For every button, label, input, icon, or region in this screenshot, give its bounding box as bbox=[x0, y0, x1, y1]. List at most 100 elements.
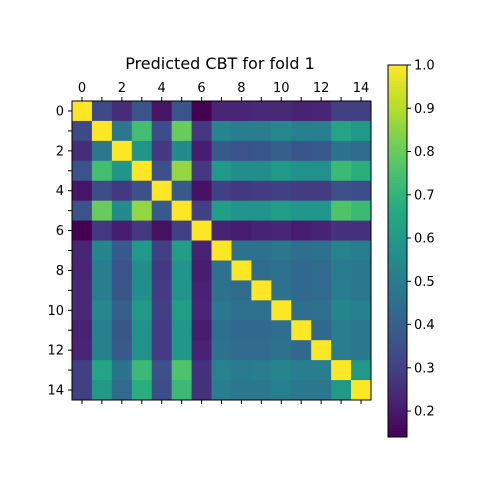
heatmap-cell bbox=[151, 160, 173, 182]
heatmap-cell bbox=[231, 120, 252, 142]
heatmap-cell bbox=[211, 200, 232, 221]
colorbar-segment bbox=[388, 322, 407, 326]
colorbar-segment bbox=[388, 185, 407, 190]
heatmap-cell bbox=[171, 200, 192, 221]
colorbar-segment bbox=[388, 244, 407, 249]
heatmap-cell bbox=[351, 160, 372, 182]
heatmap-cell bbox=[331, 240, 352, 261]
colorbar-segment bbox=[388, 275, 407, 280]
colorbar-segment bbox=[388, 223, 407, 227]
colorbar-segment bbox=[388, 251, 407, 255]
heatmap-cell bbox=[251, 120, 272, 142]
heatmap-cell bbox=[131, 240, 153, 261]
colorbar-segment bbox=[388, 278, 407, 283]
colorbar-segment bbox=[388, 120, 407, 125]
heatmap-cell bbox=[291, 200, 312, 221]
colorbar-segment bbox=[388, 145, 407, 150]
colorbar-segment bbox=[388, 80, 407, 85]
heatmap-cell bbox=[271, 200, 292, 221]
colorbar-segment bbox=[388, 83, 407, 88]
heatmap-cell bbox=[111, 220, 133, 241]
heatmap-cell bbox=[171, 180, 192, 202]
heatmap-cell bbox=[91, 101, 113, 122]
colorbar-segment bbox=[388, 123, 407, 128]
colorbar-segment bbox=[388, 334, 407, 339]
colorbar-segment bbox=[388, 117, 407, 122]
x-axis-top-ticks: 0 2 4 6 8 10 12 14 bbox=[78, 81, 369, 101]
heatmap-cell bbox=[171, 120, 192, 142]
heatmap-cell bbox=[151, 101, 173, 122]
heatmap-cell bbox=[331, 180, 352, 202]
heatmap-cell bbox=[72, 180, 93, 202]
colorbar-segment bbox=[388, 402, 407, 407]
heatmap-cell bbox=[111, 180, 133, 202]
heatmap-cell bbox=[151, 240, 173, 261]
colorbar-segment bbox=[388, 269, 407, 274]
colorbar-tick-label: 0.4 bbox=[414, 318, 435, 333]
chart-title: Predicted CBT for fold 1 bbox=[125, 54, 315, 73]
heatmap-cell bbox=[191, 180, 212, 202]
heatmap-cell bbox=[72, 300, 93, 321]
heatmap-cell bbox=[72, 360, 93, 381]
colorbar-segment bbox=[388, 257, 407, 261]
heatmap-cell bbox=[211, 300, 232, 321]
heatmap-cell bbox=[251, 101, 272, 122]
heatmap-cell bbox=[131, 120, 153, 142]
heatmap-cell bbox=[131, 160, 153, 182]
colorbar-segment bbox=[388, 384, 407, 388]
x-tick-label: 6 bbox=[197, 81, 205, 96]
heatmap-cell bbox=[91, 360, 113, 381]
colorbar-segment bbox=[388, 430, 407, 435]
x-tick-label: 8 bbox=[237, 81, 245, 96]
heatmap-cell bbox=[211, 180, 232, 202]
heatmap-cell bbox=[251, 280, 272, 301]
heatmap-cell bbox=[331, 360, 352, 381]
heatmap-cell bbox=[351, 120, 372, 142]
colorbar-segment bbox=[388, 167, 407, 171]
heatmap-cell bbox=[311, 220, 332, 241]
heatmap-cells bbox=[72, 101, 372, 401]
heatmap-cell bbox=[211, 280, 232, 301]
colorbar-segment bbox=[388, 347, 407, 351]
heatmap-cell bbox=[171, 140, 192, 162]
heatmap-cell bbox=[251, 240, 272, 261]
heatmap-cell bbox=[271, 180, 292, 202]
heatmap-cell bbox=[151, 340, 173, 361]
colorbar-segment bbox=[388, 127, 407, 131]
heatmap-cell bbox=[91, 120, 113, 142]
heatmap-cell bbox=[91, 200, 113, 221]
y-tick-label: 14 bbox=[47, 384, 64, 399]
heatmap-cell bbox=[231, 180, 252, 202]
y-tick-label: 6 bbox=[56, 224, 64, 239]
heatmap-cell bbox=[271, 300, 292, 321]
colorbar-segment bbox=[388, 424, 407, 429]
heatmap-cell bbox=[331, 280, 352, 301]
heatmap-cell bbox=[72, 200, 93, 221]
heatmap-cell bbox=[151, 360, 173, 381]
heatmap-cell bbox=[251, 260, 272, 281]
colorbar-segment bbox=[388, 133, 407, 137]
colorbar-segment bbox=[388, 260, 407, 264]
y-tick-label: 12 bbox=[47, 344, 64, 359]
heatmap-cell bbox=[331, 220, 352, 241]
heatmap-cell bbox=[151, 300, 173, 321]
colorbar-segment bbox=[388, 427, 407, 432]
heatmap-cell bbox=[351, 240, 372, 261]
heatmap-cell bbox=[311, 240, 332, 261]
x-tick-label: 0 bbox=[78, 81, 86, 96]
heatmap-cell bbox=[131, 320, 153, 341]
colorbar-segment bbox=[388, 399, 407, 404]
heatmap-cell bbox=[91, 300, 113, 321]
heatmap-cell bbox=[131, 340, 153, 361]
colorbar-segment bbox=[388, 148, 407, 153]
heatmap-cell bbox=[331, 140, 352, 162]
heatmap-cell bbox=[171, 340, 192, 361]
heatmap-cell bbox=[171, 220, 192, 241]
colorbar-segment bbox=[388, 68, 407, 72]
colorbar-segment bbox=[388, 313, 407, 317]
heatmap-cell bbox=[211, 240, 232, 261]
heatmap-cell bbox=[91, 180, 113, 202]
heatmap-cell bbox=[191, 380, 212, 401]
heatmap-cell bbox=[191, 260, 212, 281]
